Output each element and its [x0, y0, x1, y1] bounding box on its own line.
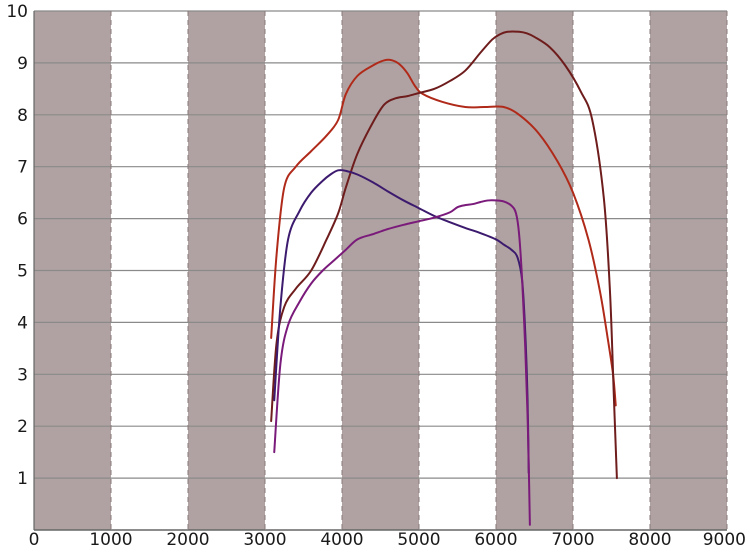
series-line-4 — [273, 199, 531, 526]
y-tick-label: 2 — [17, 417, 28, 437]
x-tick-label: 1000 — [89, 530, 132, 550]
y-tick-label: 1 — [17, 469, 28, 489]
x-tick-label: 0 — [29, 530, 40, 550]
series-lines — [270, 30, 618, 526]
x-tick-label: 7000 — [551, 530, 594, 550]
x-tick-label: 8000 — [628, 530, 671, 550]
y-tick-label: 4 — [17, 313, 28, 333]
axes — [33, 11, 727, 531]
y-tick-label: 8 — [17, 106, 28, 126]
y-tick-label: 3 — [17, 365, 28, 385]
series-line-3 — [273, 169, 530, 474]
x-tick-label: 5000 — [397, 530, 440, 550]
x-tick-label: 2000 — [166, 530, 209, 550]
y-tick-label: 5 — [17, 262, 28, 282]
series-line-1 — [270, 58, 617, 407]
y-tick-label: 10 — [6, 2, 28, 22]
x-tick-label: 3000 — [243, 530, 286, 550]
y-tick-labels: 1 2 3 4 5 6 7 8 9 10 — [6, 2, 28, 489]
y-tick-label: 6 — [17, 210, 28, 230]
y-tick-label: 9 — [17, 54, 28, 74]
series-line-2 — [270, 30, 618, 480]
x-tick-labels: 0 1000 2000 3000 4000 5000 6000 7000 8000 9000 — [29, 530, 746, 550]
y-tick-label: 7 — [17, 158, 28, 178]
x-tick-label: 4000 — [320, 530, 363, 550]
x-tick-label: 6000 — [474, 530, 517, 550]
x-tick-label: 9000 — [703, 530, 746, 550]
